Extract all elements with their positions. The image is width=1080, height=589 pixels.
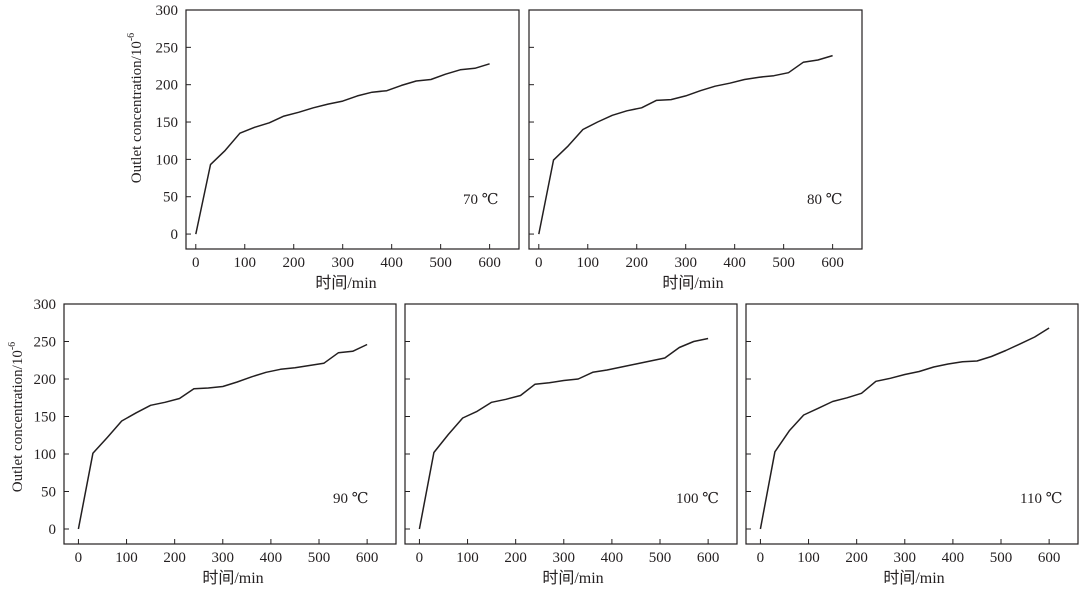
x-tick-label: 600 (356, 550, 379, 566)
y-tick-label: 200 (34, 372, 57, 388)
y-tick-label: 300 (156, 3, 179, 19)
x-tick-label: 200 (504, 550, 527, 566)
y-tick-label: 50 (163, 190, 178, 206)
plot-frame (404, 303, 738, 545)
series-line (418, 337, 709, 530)
x-tick-label: 100 (115, 550, 138, 566)
temperature-annotation: 70 ℃ (463, 192, 499, 208)
x-tick-label: 500 (308, 550, 331, 566)
x-tick-label: 0 (75, 550, 83, 566)
y-tick-label: 0 (49, 522, 57, 538)
x-tick-label: 600 (697, 550, 720, 566)
x-tick-label: 100 (456, 550, 479, 566)
y-tick-label: 250 (156, 40, 179, 56)
x-axis-label: 时间/min (202, 569, 263, 587)
x-tick-label: 400 (942, 550, 965, 566)
panel-80c: 时间/min 80 ℃ 0 100 200 300 400 500 600 (528, 9, 863, 292)
x-tick-label: 600 (1038, 550, 1061, 566)
panel-70c: Outlet concentration/10-6 时间/min 70 ℃ 0 1… (126, 3, 520, 292)
x-axis-label: 时间/min (315, 274, 376, 292)
plot-frame (528, 9, 863, 250)
x-tick-label: 500 (649, 550, 672, 566)
x-tick-label: 300 (553, 550, 576, 566)
y-tick-label: 200 (156, 78, 179, 94)
y-tick-label: 300 (34, 297, 57, 313)
x-tick-label: 400 (723, 255, 746, 271)
series-line (759, 327, 1050, 530)
series-line (77, 343, 368, 530)
plot-frame (185, 9, 520, 250)
temperature-annotation: 90 ℃ (333, 491, 369, 507)
x-tick-label: 100 (234, 255, 257, 271)
x-axis-label: 时间/min (542, 569, 603, 587)
x-tick-label: 100 (577, 255, 600, 271)
temperature-annotation: 80 ℃ (807, 192, 843, 208)
y-tick-label: 100 (34, 447, 57, 463)
plot-frame (745, 303, 1079, 545)
x-tick-label: 400 (260, 550, 283, 566)
y-tick-label: 100 (156, 152, 179, 168)
y-tick-label: 250 (34, 335, 57, 351)
x-tick-label: 300 (674, 255, 697, 271)
x-tick-label: 600 (478, 255, 501, 271)
x-tick-label: 200 (163, 550, 186, 566)
series-line (538, 54, 833, 235)
x-tick-label: 200 (625, 255, 648, 271)
x-tick-label: 300 (331, 255, 354, 271)
x-tick-label: 400 (601, 550, 624, 566)
x-tick-label: 100 (797, 550, 820, 566)
panel-90c: Outlet concentration/10-6 时间/min 90 ℃ 0 1… (7, 297, 397, 587)
temperature-annotation: 110 ℃ (1020, 491, 1062, 507)
x-tick-label: 400 (380, 255, 403, 271)
panel-100c: 时间/min 100 ℃ 0 100 200 300 400 500 600 (404, 303, 738, 587)
x-tick-label: 0 (192, 255, 200, 271)
x-tick-label: 500 (772, 255, 795, 271)
y-tick-label: 150 (156, 115, 179, 131)
x-tick-label: 300 (894, 550, 917, 566)
x-tick-label: 500 (990, 550, 1013, 566)
x-tick-label: 600 (821, 255, 844, 271)
x-tick-label: 0 (416, 550, 424, 566)
panel-110c: 时间/min 110 ℃ 0 100 200 300 400 500 600 (745, 303, 1079, 587)
x-axis-label: 时间/min (662, 274, 723, 292)
plot-frame (63, 303, 397, 545)
y-axis-label: Outlet concentration/10-6 (126, 33, 145, 183)
x-tick-label: 200 (845, 550, 868, 566)
x-axis-label: 时间/min (883, 569, 944, 587)
x-tick-label: 500 (429, 255, 452, 271)
y-tick-label: 50 (41, 485, 56, 501)
x-tick-label: 300 (212, 550, 235, 566)
temperature-annotation: 100 ℃ (676, 491, 719, 507)
series-line (195, 63, 490, 235)
y-axis-label: Outlet concentration/10-6 (7, 342, 26, 492)
x-tick-label: 0 (757, 550, 765, 566)
x-tick-label: 200 (282, 255, 305, 271)
x-tick-label: 0 (535, 255, 543, 271)
y-tick-label: 0 (171, 227, 179, 243)
y-tick-label: 150 (34, 410, 57, 426)
